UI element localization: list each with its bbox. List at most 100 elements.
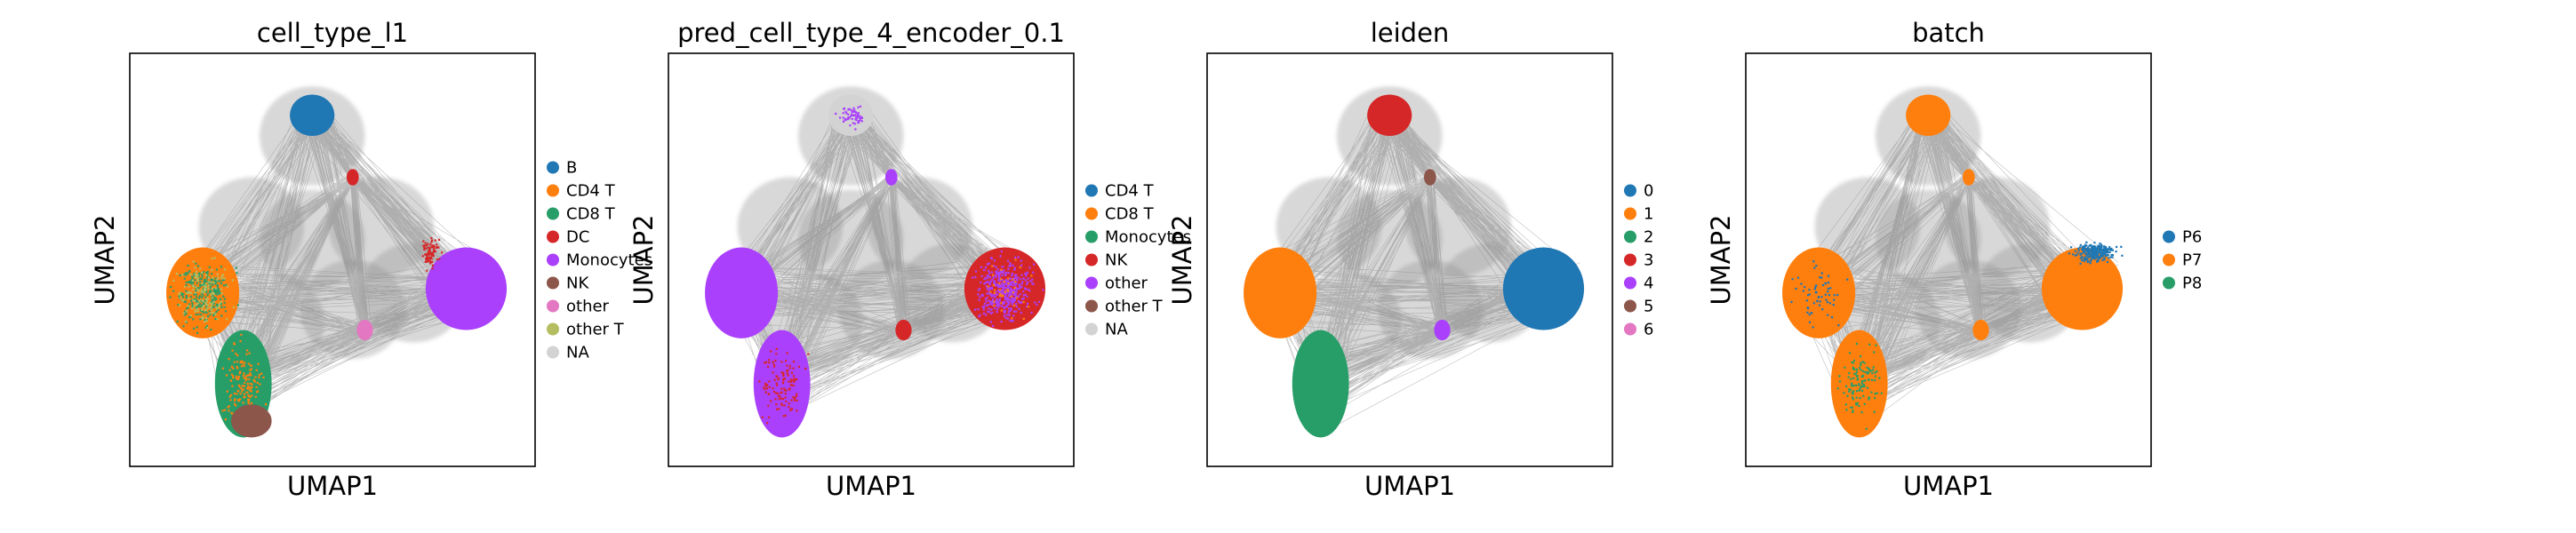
points-other-t (172, 257, 235, 329)
umap-panel-4: batch UMAP1 UMAP2 P6 P7 P8 (1706, 18, 2202, 501)
y-axis-label: UMAP2 (1167, 214, 1197, 305)
legend-marker (547, 322, 559, 336)
cluster-p7-small (1972, 319, 1989, 341)
plot-frame (129, 52, 536, 467)
legend-label: NA (566, 344, 589, 362)
y-axis-label: UMAP2 (1706, 214, 1736, 305)
panel-title: cell_type_l1 (257, 18, 408, 48)
legend-marker (547, 253, 559, 266)
cluster-p7-top (1906, 94, 1951, 136)
legend-label: Monocytes (566, 251, 652, 270)
cluster-4 (1434, 319, 1451, 341)
legend-marker (1624, 322, 1636, 336)
legend-marker (547, 230, 559, 243)
legend-label: other T (566, 321, 625, 339)
plot-frame (668, 52, 1075, 467)
cluster-p7-right (2041, 247, 2124, 330)
cluster-other (705, 247, 779, 338)
points-dc (421, 237, 444, 272)
legend-marker (1624, 299, 1636, 313)
legend-marker (547, 346, 559, 359)
legend-label: CD8 T (566, 205, 616, 224)
legend-label: 5 (1644, 298, 1653, 316)
panel-title: pred_cell_type_4_encoder_0.1 (677, 18, 1065, 48)
y-axis-label: UMAP2 (90, 214, 120, 305)
points-other (835, 105, 863, 131)
legend: P6 P7 P8 (2163, 228, 2202, 293)
plot-frame (1206, 52, 1613, 467)
cluster-1 (1244, 247, 1317, 338)
legend-label: DC (566, 228, 589, 247)
edge-density (1875, 189, 1981, 290)
edge-density (259, 189, 365, 290)
legend-label: P8 (2182, 274, 2202, 293)
points-p6-left (1790, 260, 1849, 329)
legend-label: NA (1105, 321, 1128, 339)
cluster-other-tail (753, 330, 811, 438)
legend-marker (1085, 253, 1098, 266)
legend-label: other (1105, 274, 1148, 293)
cluster-p7-dc (1962, 169, 1975, 186)
cluster-5 (1423, 169, 1436, 186)
legend-marker (1085, 230, 1098, 243)
legend-label: 3 (1644, 251, 1653, 270)
legend-label: other (566, 298, 610, 316)
points-cd4-t (221, 333, 268, 428)
cluster-other (356, 319, 373, 341)
edge-density (1336, 189, 1443, 290)
legend-marker (1085, 207, 1098, 220)
x-axis-label: UMAP1 (1364, 471, 1455, 501)
edge-density (797, 86, 904, 186)
cluster-nk (231, 404, 272, 438)
x-axis-label: UMAP1 (1903, 471, 1994, 501)
legend-marker (2163, 230, 2175, 243)
legend-label: Monocytes (1105, 228, 1191, 247)
legend-marker (1085, 299, 1098, 313)
legend-marker (1624, 276, 1636, 290)
legend-marker (1085, 276, 1098, 290)
panel-title: batch (1912, 18, 1985, 48)
legend-label: CD8 T (1105, 205, 1155, 224)
legend-label: NK (1105, 251, 1128, 270)
cluster-2 (1292, 330, 1349, 438)
legend-label: P6 (2182, 228, 2202, 247)
points-other-right (972, 250, 1044, 328)
legend-label: 6 (1644, 321, 1653, 339)
cluster-3 (1367, 94, 1412, 136)
cluster-dc-small (346, 169, 359, 186)
cluster-other-small (884, 169, 898, 186)
legend-marker (547, 276, 559, 290)
legend-marker (1624, 253, 1636, 266)
legend-marker (2163, 253, 2175, 266)
legend-marker (1624, 184, 1636, 197)
legend: CD4 T CD8 T Monocytes NK other other T NA (1085, 182, 1191, 339)
legend-marker (547, 184, 559, 197)
legend-label: B (566, 159, 577, 178)
legend-marker (1085, 322, 1098, 336)
y-axis-label: UMAP2 (628, 214, 659, 305)
plot-frame (1745, 52, 2152, 467)
legend-label: NK (566, 274, 589, 293)
legend-marker (547, 207, 559, 220)
x-axis-label: UMAP1 (826, 471, 916, 501)
cluster-nk-small (895, 319, 912, 341)
cluster-monocytes (425, 247, 508, 330)
legend-label: 2 (1644, 228, 1653, 247)
umap-panel-3: leiden UMAP1 UMAP2 0 1 2 3 4 5 6 (1167, 18, 1653, 501)
cluster-p7-left (1782, 247, 1856, 338)
points-p6 (2068, 241, 2124, 265)
panel-title: leiden (1371, 18, 1450, 48)
legend-label: other T (1105, 298, 1164, 316)
edge-density (797, 189, 904, 290)
points-p8 (1836, 342, 1883, 430)
legend-label: 0 (1644, 182, 1653, 201)
umap-panel-2: pred_cell_type_4_encoder_0.1 UMAP1 UMAP2 CD… (628, 18, 1191, 501)
cluster-0 (1502, 247, 1585, 330)
legend-marker (547, 299, 559, 313)
points-cd8-t (169, 262, 239, 334)
legend-label: 4 (1644, 274, 1653, 293)
legend: B CD4 T CD8 T DC Monocytes NK other other T NA (547, 159, 652, 362)
legend-marker (547, 161, 559, 174)
legend-label: P7 (2182, 251, 2202, 270)
